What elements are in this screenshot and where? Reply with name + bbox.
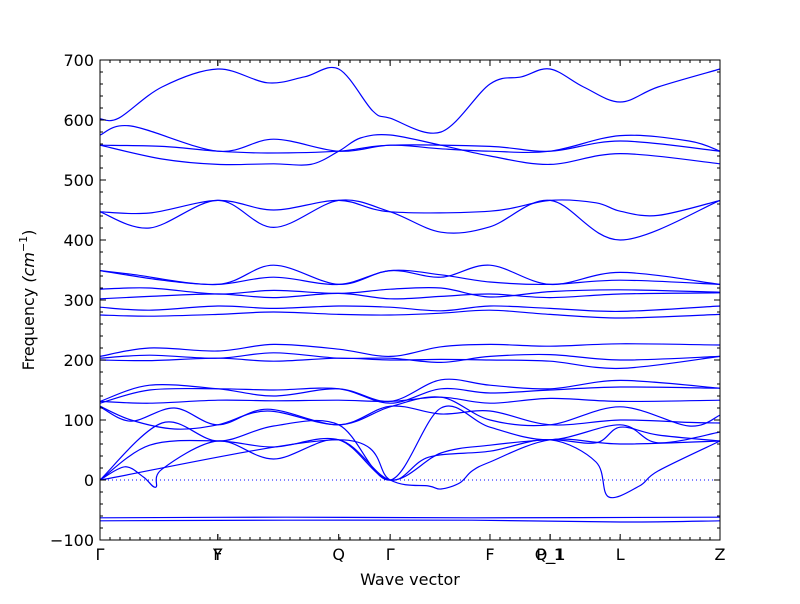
band-line: [99, 124, 721, 154]
x-tick-label: Y: [212, 545, 223, 564]
band-line: [99, 269, 721, 286]
y-axis-title: Frequency (cm−1): [17, 230, 38, 371]
y-axis-title-main: Frequency: [19, 283, 38, 371]
band-line: [99, 199, 721, 241]
band-line: [99, 516, 721, 519]
x-tick-label: Z: [715, 545, 726, 564]
x-tick-label: P_1: [536, 545, 564, 565]
y-tick-label: 600: [63, 111, 94, 130]
y-tick-label: 100: [63, 411, 94, 430]
band-line: [99, 133, 721, 166]
y-axis-title-close: ): [19, 230, 38, 236]
y-tick-label: 200: [63, 351, 94, 370]
band-line: [99, 519, 721, 523]
x-tick-label: Γ: [96, 545, 105, 564]
x-tick-label: L: [616, 545, 625, 564]
band-line: [99, 309, 721, 319]
band-line: [99, 286, 721, 298]
band-line: [99, 405, 721, 430]
y-tick-label: 400: [63, 231, 94, 250]
band-line: [99, 305, 721, 313]
y-tick-label: 0: [84, 471, 94, 490]
band-line: [99, 396, 721, 404]
y-axis-title-unit: (cm: [19, 252, 38, 283]
series-layer: [99, 66, 721, 523]
band-line: [99, 438, 721, 490]
band-line: [99, 405, 721, 481]
x-axis-title: Wave vector: [360, 570, 460, 589]
band-line: [99, 66, 721, 134]
y-tick-label: 300: [63, 291, 94, 310]
plot-background: [100, 60, 720, 540]
band-line: [99, 355, 721, 370]
y-tick-label: −100: [50, 531, 94, 550]
band-line: [99, 343, 721, 358]
band-line: [99, 386, 721, 404]
y-tick-label: 700: [63, 51, 94, 70]
x-tick-label: F: [485, 545, 494, 564]
y-axis-title-exp: −1: [17, 236, 30, 252]
band-line: [99, 292, 721, 300]
plot-frame: [99, 59, 721, 541]
x-tick-label: F: [213, 545, 222, 564]
band-line: [99, 352, 721, 364]
x-tick-label: Γ: [386, 545, 395, 564]
y-tick-label: 500: [63, 171, 94, 190]
x-tick-label: Q: [332, 545, 345, 564]
band-line: [99, 140, 721, 154]
x-tick-label: Q_1: [535, 545, 566, 565]
